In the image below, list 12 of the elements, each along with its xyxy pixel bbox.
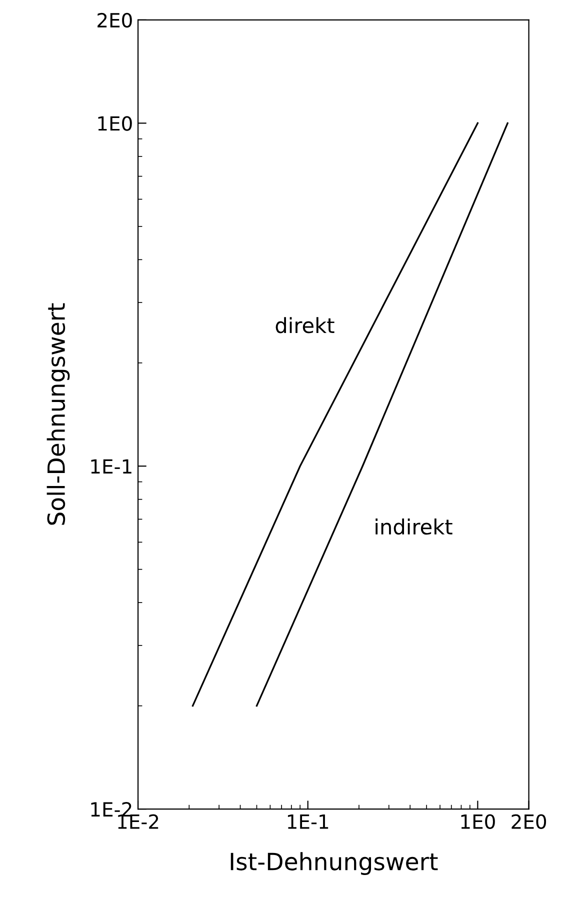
x-tick-label: 1E-1 [288, 814, 328, 829]
y-axis-title: Soll-Dehnungswert [46, 303, 70, 525]
y-tick-label: 2E0 [98, 12, 132, 28]
x-tick-label: 2E0 [512, 814, 546, 829]
series-label: indirekt [376, 518, 452, 535]
x-tick-label: 1E-2 [118, 814, 158, 829]
y-tick-label: 1E-1 [91, 459, 132, 474]
y-tick-label: 1E-2 [91, 802, 132, 816]
x-tick-label: 1E0 [461, 814, 495, 829]
x-axis-title: Ist-Dehnungswert [230, 852, 438, 876]
series-label: direkt [276, 317, 334, 334]
y-tick-label: 1E0 [98, 116, 132, 131]
